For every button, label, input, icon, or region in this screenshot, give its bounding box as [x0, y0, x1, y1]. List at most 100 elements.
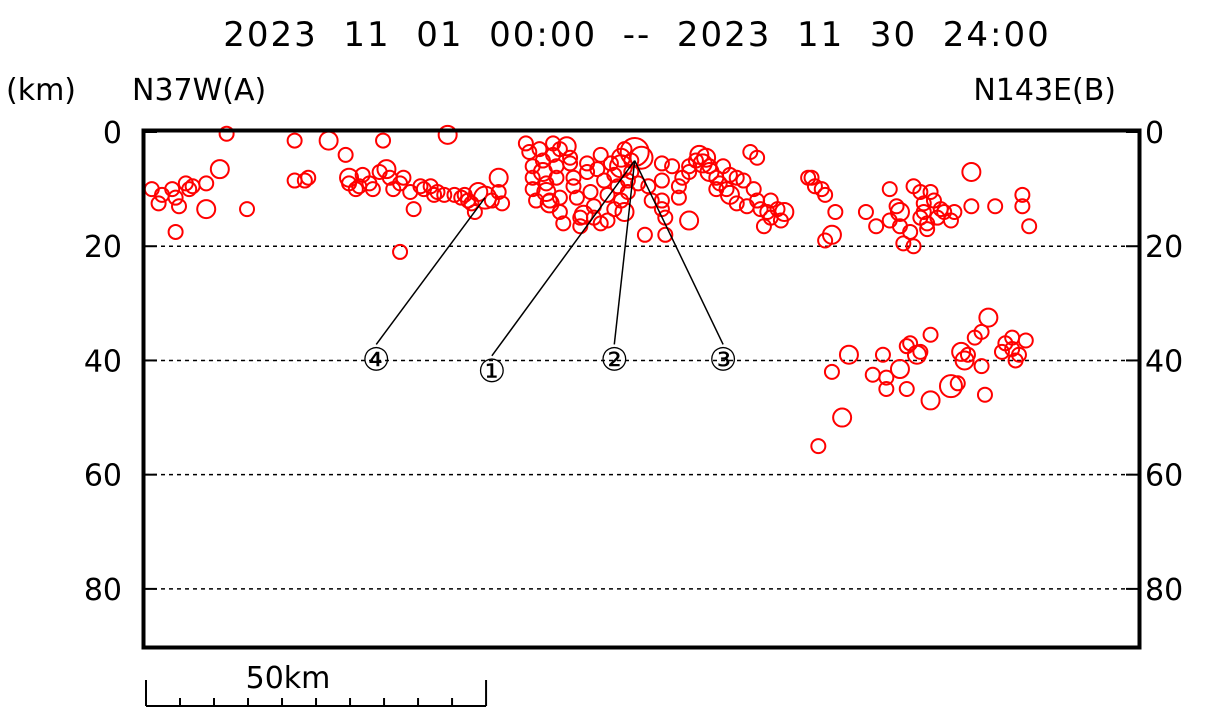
hypocenter-marker — [488, 167, 509, 188]
hypocenter-marker — [963, 198, 980, 215]
hypocenter-marker — [864, 366, 881, 383]
left-tick-label: 40 — [84, 344, 122, 379]
hypocenter-marker — [599, 212, 616, 229]
hypocenter-marker — [490, 183, 507, 200]
hypocenter-marker — [696, 147, 717, 168]
hypocenter-marker — [888, 198, 905, 215]
hypocenter-marker — [318, 130, 339, 151]
leader-line — [491, 160, 636, 357]
hypocenter-marker — [987, 198, 1004, 215]
hypocenter-marker — [599, 186, 616, 203]
right-tick-label: 0 — [1145, 116, 1164, 151]
hypocenter-marker — [915, 203, 932, 220]
hypocenter-marker — [803, 169, 820, 186]
hypocenter-marker — [1021, 218, 1038, 235]
hypocenter-marker — [150, 195, 167, 212]
annotation-label: ① — [478, 352, 507, 390]
hypocenter-marker — [868, 218, 885, 235]
plot-frame — [141, 128, 1142, 650]
hypocenter-marker — [218, 125, 235, 142]
hypocenter-marker — [347, 181, 364, 198]
hypocenter-marker — [239, 201, 256, 218]
hypocenter-marker — [196, 199, 217, 220]
chart-title: 2023 11 01 00:00 -- 2023 11 30 24:00 — [223, 15, 1051, 55]
hypocenter-marker — [878, 369, 895, 386]
hypocenter-marker — [296, 172, 313, 189]
hypocenter-marker — [209, 159, 230, 180]
hypocenter-marker — [629, 145, 654, 170]
hypocenter-marker — [426, 186, 443, 203]
hypocenter-marker — [573, 204, 594, 225]
hypocenter-marker — [817, 232, 834, 249]
annotation-label: ④ — [362, 340, 391, 378]
hypocenter-marker — [468, 181, 489, 202]
hypocenter-marker — [524, 169, 541, 186]
hypocenter-marker — [392, 243, 409, 260]
hypocenter-marker — [1010, 346, 1027, 363]
hypocenter-marker — [728, 195, 745, 212]
hypocenter-marker — [942, 212, 959, 229]
hypocenter-marker — [198, 175, 215, 192]
hypocenter-marker — [640, 178, 657, 195]
hypocenter-marker — [745, 181, 762, 198]
hypocenter-marker — [376, 159, 397, 180]
hypocenter-marker — [653, 155, 670, 172]
hypocenter-marker — [167, 223, 184, 240]
distance-scale-bar — [145, 680, 488, 707]
hypocenter-marker — [881, 181, 898, 198]
hypocenter-marker — [670, 178, 687, 195]
hypocenter-marker — [539, 193, 560, 214]
hypocenter-marker — [993, 343, 1010, 360]
annotation-label: ② — [600, 340, 629, 378]
hypocenter-marker — [548, 169, 565, 186]
hypocenter-marker — [517, 135, 534, 152]
hypocenter-marker — [915, 195, 932, 212]
hypocenter-marker — [531, 141, 548, 158]
hypocenter-marker — [556, 136, 577, 157]
hypocenter-marker — [551, 141, 568, 158]
hypocenter-marker — [938, 374, 963, 399]
hypocenter-marker — [466, 203, 483, 220]
right-axis-ticks: 0 20 40 60 80 — [1126, 116, 1183, 608]
hypocenter-marker — [810, 438, 827, 455]
hypocenter-marker — [395, 169, 412, 186]
hypocenter-marker — [906, 344, 927, 365]
hypocenter-marker — [823, 363, 840, 380]
hypocenter-marker — [572, 218, 589, 235]
annotation-labels: ① ② ③ ④ — [362, 340, 738, 389]
hypocenter-marker — [670, 189, 687, 206]
hypocenter-marker — [951, 341, 972, 362]
hypocenter-marker — [171, 198, 188, 215]
hypocenter-marker — [657, 226, 674, 243]
hypocenter-marker — [606, 166, 623, 183]
hypocenter-marker — [524, 181, 541, 198]
hypocenter-marker — [286, 132, 303, 149]
hypocenter-marker — [687, 152, 704, 169]
hypocenter-marker — [978, 307, 999, 328]
hypocenter-marker — [653, 192, 670, 209]
left-tick-label: 20 — [84, 230, 122, 265]
hypocenter-marker — [337, 146, 354, 163]
left-tick-label: 80 — [84, 573, 122, 608]
hypocenter-marker — [412, 178, 429, 195]
hypocenter-marker — [164, 181, 181, 198]
right-tick-label: 40 — [1145, 344, 1183, 379]
hypocenter-marker — [1017, 332, 1034, 349]
hypocenter-marker — [838, 344, 859, 365]
hypocenter-marker — [895, 235, 912, 252]
hypocenter-marker — [961, 161, 982, 182]
hypocenter-marker — [774, 201, 795, 222]
hypocenter-marker — [568, 189, 585, 206]
annotation-leader-lines — [375, 160, 724, 357]
hypocenter-marker — [562, 149, 579, 166]
hypocenter-marker — [878, 381, 895, 397]
grid-lines — [145, 245, 1138, 590]
hypocenter-marker — [874, 346, 891, 363]
hypocenter-marker — [592, 146, 609, 163]
hypocenter-marker — [857, 203, 874, 220]
left-endpoint-label: N37W(A) — [132, 73, 266, 108]
hypocenter-marker — [300, 169, 317, 186]
hypocenter-marker — [562, 155, 579, 172]
hypocenter-marker — [614, 201, 635, 222]
